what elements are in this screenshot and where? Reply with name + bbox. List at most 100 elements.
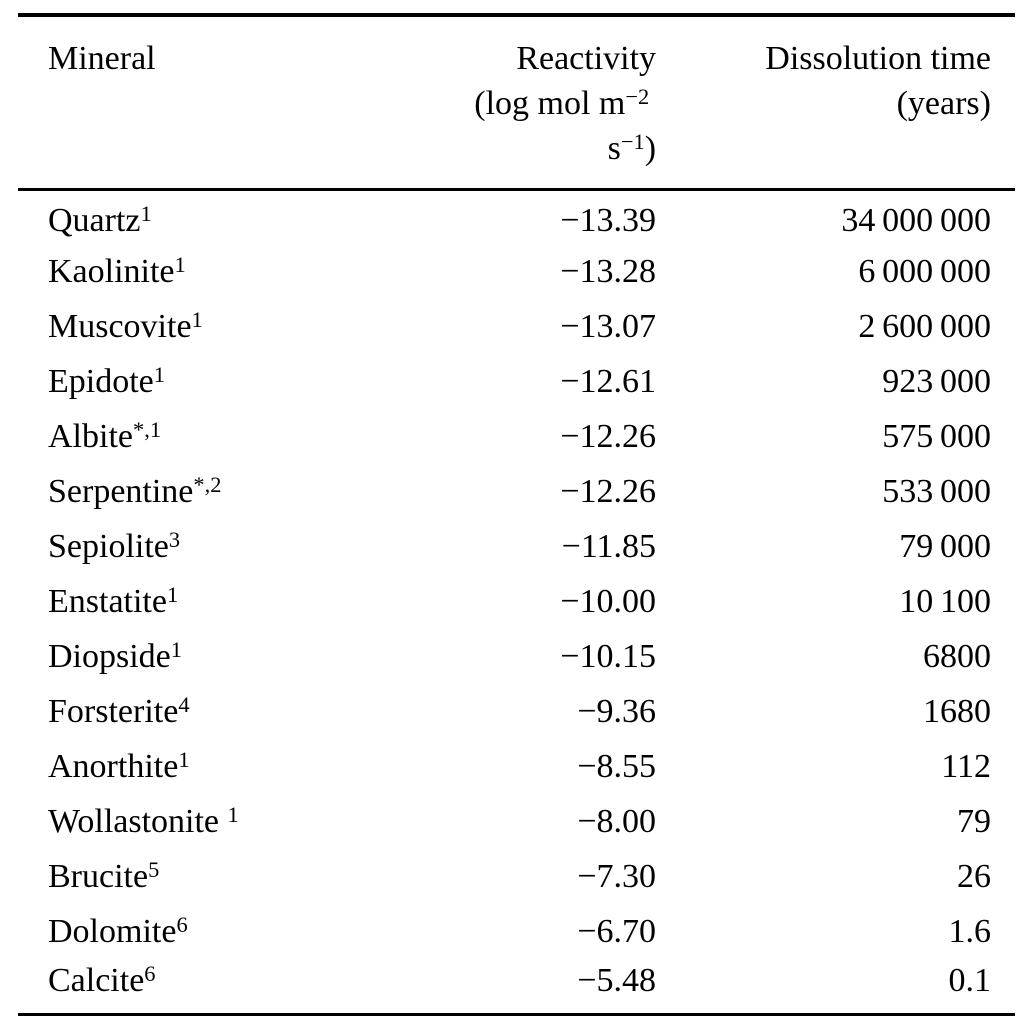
dissolution-time-cell: 1680 [923, 692, 991, 730]
reactivity-header-label: Reactivity [516, 40, 657, 77]
mineral-cell: Brucite5 [18, 849, 427, 904]
mineral-name: Diopside [48, 637, 171, 675]
mineral-name: Sepiolite [48, 527, 169, 565]
mineral-name: Forsterite [48, 692, 179, 730]
mineral-reference-superscript: 1 [191, 306, 203, 332]
col-header-dissolution: Dissolution time (years) [656, 15, 1015, 189]
mineral-cell: Dolomite6 [18, 904, 427, 959]
mineral-cell: Epidote1 [18, 354, 427, 409]
mineral-reference-superscript: 1 [178, 746, 190, 772]
table-body: Quartz1 −13.39 34 000 000 Kaolinite1 −13.28 6… [18, 189, 1015, 1014]
mineral-cell: Enstatite1 [18, 574, 427, 629]
reactivity-unit-mid: s [607, 84, 657, 167]
reactivity-cell: −12.61 [560, 362, 657, 400]
reactivity-cell: −13.28 [560, 252, 657, 290]
mineral-name: Epidote [48, 362, 154, 400]
reactivity-cell: −12.26 [560, 417, 657, 455]
mineral-reference-superscript: 3 [168, 526, 181, 552]
dissolution-header-label: Dissolution time [765, 40, 991, 77]
dissolution-time-cell: 112 [941, 747, 991, 785]
reactivity-cell: −11.85 [561, 527, 657, 565]
dissolution-time-cell: 2 600 000 [858, 307, 991, 345]
mineral-cell: Quartz1 [18, 189, 427, 244]
table-row: Calcite6 −5.48 0.1 [18, 959, 1015, 1014]
mineral-reference-superscript: 1 [166, 581, 179, 607]
mineral-reference-superscript: 1 [174, 251, 186, 277]
reactivity-cell: −8.55 [577, 747, 657, 785]
dissolution-time-cell: 34 000 000 [841, 202, 991, 240]
mineral-cell: Calcite6 [18, 959, 427, 1014]
reactivity-unit-prefix: (log mol m [474, 84, 626, 122]
mineral-reference-superscript: 4 [178, 691, 190, 717]
dissolution-time-cell: 533 000 [882, 472, 991, 510]
reactivity-unit-exponent-m: −2 [625, 83, 650, 109]
mineral-name: Wollastonite [48, 802, 228, 840]
reactivity-unit-suffix: ) [644, 129, 657, 167]
dissolution-time-cell: 79 000 [899, 527, 991, 565]
mineral-reference-superscript: 5 [148, 856, 160, 882]
mineral-name: Quartz [48, 202, 141, 240]
mineral-reference-superscript: *,2 [193, 471, 222, 497]
dissolution-time-cell: 923 000 [882, 362, 991, 400]
mineral-reactivity-table: Mineral Reactivity (log mol m−2 s−1) Dis… [18, 13, 1015, 1016]
mineral-reference-superscript: *,1 [132, 416, 162, 442]
table-row: Enstatite1 −10.00 10 100 [18, 574, 1015, 629]
dissolution-time-cell: 79 [957, 802, 991, 840]
mineral-reference-superscript: 1 [140, 201, 152, 227]
reactivity-unit-exponent-s: −1 [620, 128, 645, 154]
table-row: Wollastonite 1 −8.00 79 [18, 794, 1015, 849]
dissolution-time-cell: 10 100 [899, 582, 991, 620]
col-header-mineral: Mineral [48, 40, 156, 77]
mineral-cell: Sepiolite3 [18, 519, 427, 574]
table-row: Sepiolite3 −11.85 79 000 [18, 519, 1015, 574]
mineral-cell: Kaolinite1 [18, 244, 427, 299]
mineral-cell: Muscovite1 [18, 299, 427, 354]
reactivity-cell: −8.00 [577, 802, 657, 840]
mineral-name: Kaolinite [48, 252, 175, 290]
mineral-cell: Albite*,1 [18, 409, 427, 464]
table-row: Dolomite6 −6.70 1.6 [18, 904, 1015, 959]
mineral-name: Enstatite [48, 582, 167, 620]
mineral-name: Albite [48, 417, 133, 455]
table-row: Serpentine*,2 −12.26 533 000 [18, 464, 1015, 519]
table-row: Anorthite1 −8.55 112 [18, 739, 1015, 794]
table-row: Muscovite1 −13.07 2 600 000 [18, 299, 1015, 354]
dissolution-time-cell: 6800 [923, 637, 991, 675]
mineral-cell: Diopside1 [18, 629, 427, 684]
reactivity-cell: −9.36 [577, 692, 657, 730]
reactivity-cell: −5.48 [577, 961, 657, 999]
mineral-cell: Serpentine*,2 [18, 464, 427, 519]
reactivity-header-unit: (log mol m−2 s−1) [427, 82, 656, 172]
table-row: Forsterite4 −9.36 1680 [18, 684, 1015, 739]
dissolution-time-cell: 575 000 [882, 417, 991, 455]
reactivity-cell: −6.70 [577, 912, 657, 950]
table-row: Brucite5 −7.30 26 [18, 849, 1015, 904]
mineral-name: Anorthite [48, 747, 179, 785]
table-row: Kaolinite1 −13.28 6 000 000 [18, 244, 1015, 299]
dissolution-time-cell: 6 000 000 [858, 252, 991, 290]
header-row: Mineral Reactivity (log mol m−2 s−1) Dis… [18, 15, 1015, 190]
table-row: Quartz1 −13.39 34 000 000 [18, 189, 1015, 244]
reactivity-cell: −12.26 [560, 472, 657, 510]
mineral-cell: Wollastonite 1 [18, 794, 427, 849]
reactivity-cell: −13.07 [560, 307, 657, 345]
dissolution-time-cell: 1.6 [948, 912, 992, 950]
mineral-name: Serpentine [48, 472, 194, 510]
table-row: Albite*,1 −12.26 575 000 [18, 409, 1015, 464]
mineral-cell: Forsterite4 [18, 684, 427, 739]
mineral-name: Brucite [48, 857, 149, 895]
mineral-reference-superscript: 1 [153, 361, 165, 387]
mineral-cell: Anorthite1 [18, 739, 427, 794]
table-row: Diopside1 −10.15 6800 [18, 629, 1015, 684]
dissolution-time-cell: 26 [957, 857, 991, 895]
mineral-name: Dolomite [48, 912, 177, 950]
mineral-name: Calcite [48, 961, 145, 999]
reactivity-cell: −7.30 [577, 857, 657, 895]
mineral-reference-superscript: 6 [176, 911, 188, 937]
mineral-name: Muscovite [48, 307, 192, 345]
table-header: Mineral Reactivity (log mol m−2 s−1) Dis… [18, 15, 1015, 190]
col-header-reactivity: Reactivity (log mol m−2 s−1) [427, 15, 656, 189]
mineral-reference-superscript: 1 [227, 801, 239, 827]
dissolution-time-cell: 0.1 [948, 961, 992, 999]
